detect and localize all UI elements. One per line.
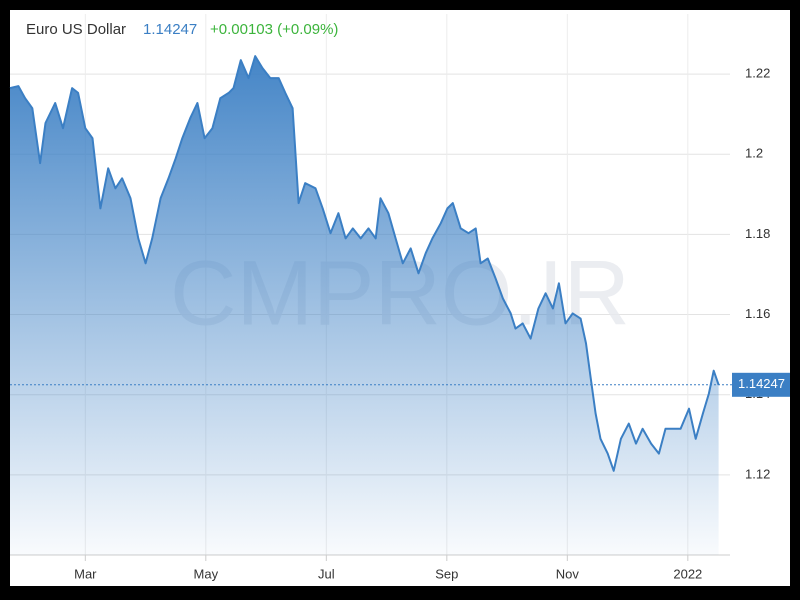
x-tick-label: 2022 (673, 566, 702, 581)
y-tick-label: 1.22 (745, 66, 770, 81)
area-fill (10, 56, 719, 555)
x-tick-label: May (194, 566, 219, 581)
header-change: +0.00103 (+0.09%) (210, 21, 338, 38)
y-tick-label: 1.2 (745, 146, 763, 161)
y-tick-label: 1.18 (745, 226, 770, 241)
x-tick-label: Mar (74, 566, 97, 581)
header-price: 1.14247 (143, 21, 197, 38)
price-line (9, 55, 720, 472)
y-tick-label: 1.16 (745, 306, 770, 321)
last-price-box (732, 372, 790, 397)
y-tick-label: 1.12 (745, 466, 770, 481)
x-tick-label: Nov (556, 566, 580, 581)
chart-title: Euro US Dollar (26, 21, 126, 38)
last-price-label: 1.14247 (738, 376, 785, 391)
x-tick-label: Sep (435, 566, 458, 581)
x-tick-label: Jul (318, 566, 335, 581)
